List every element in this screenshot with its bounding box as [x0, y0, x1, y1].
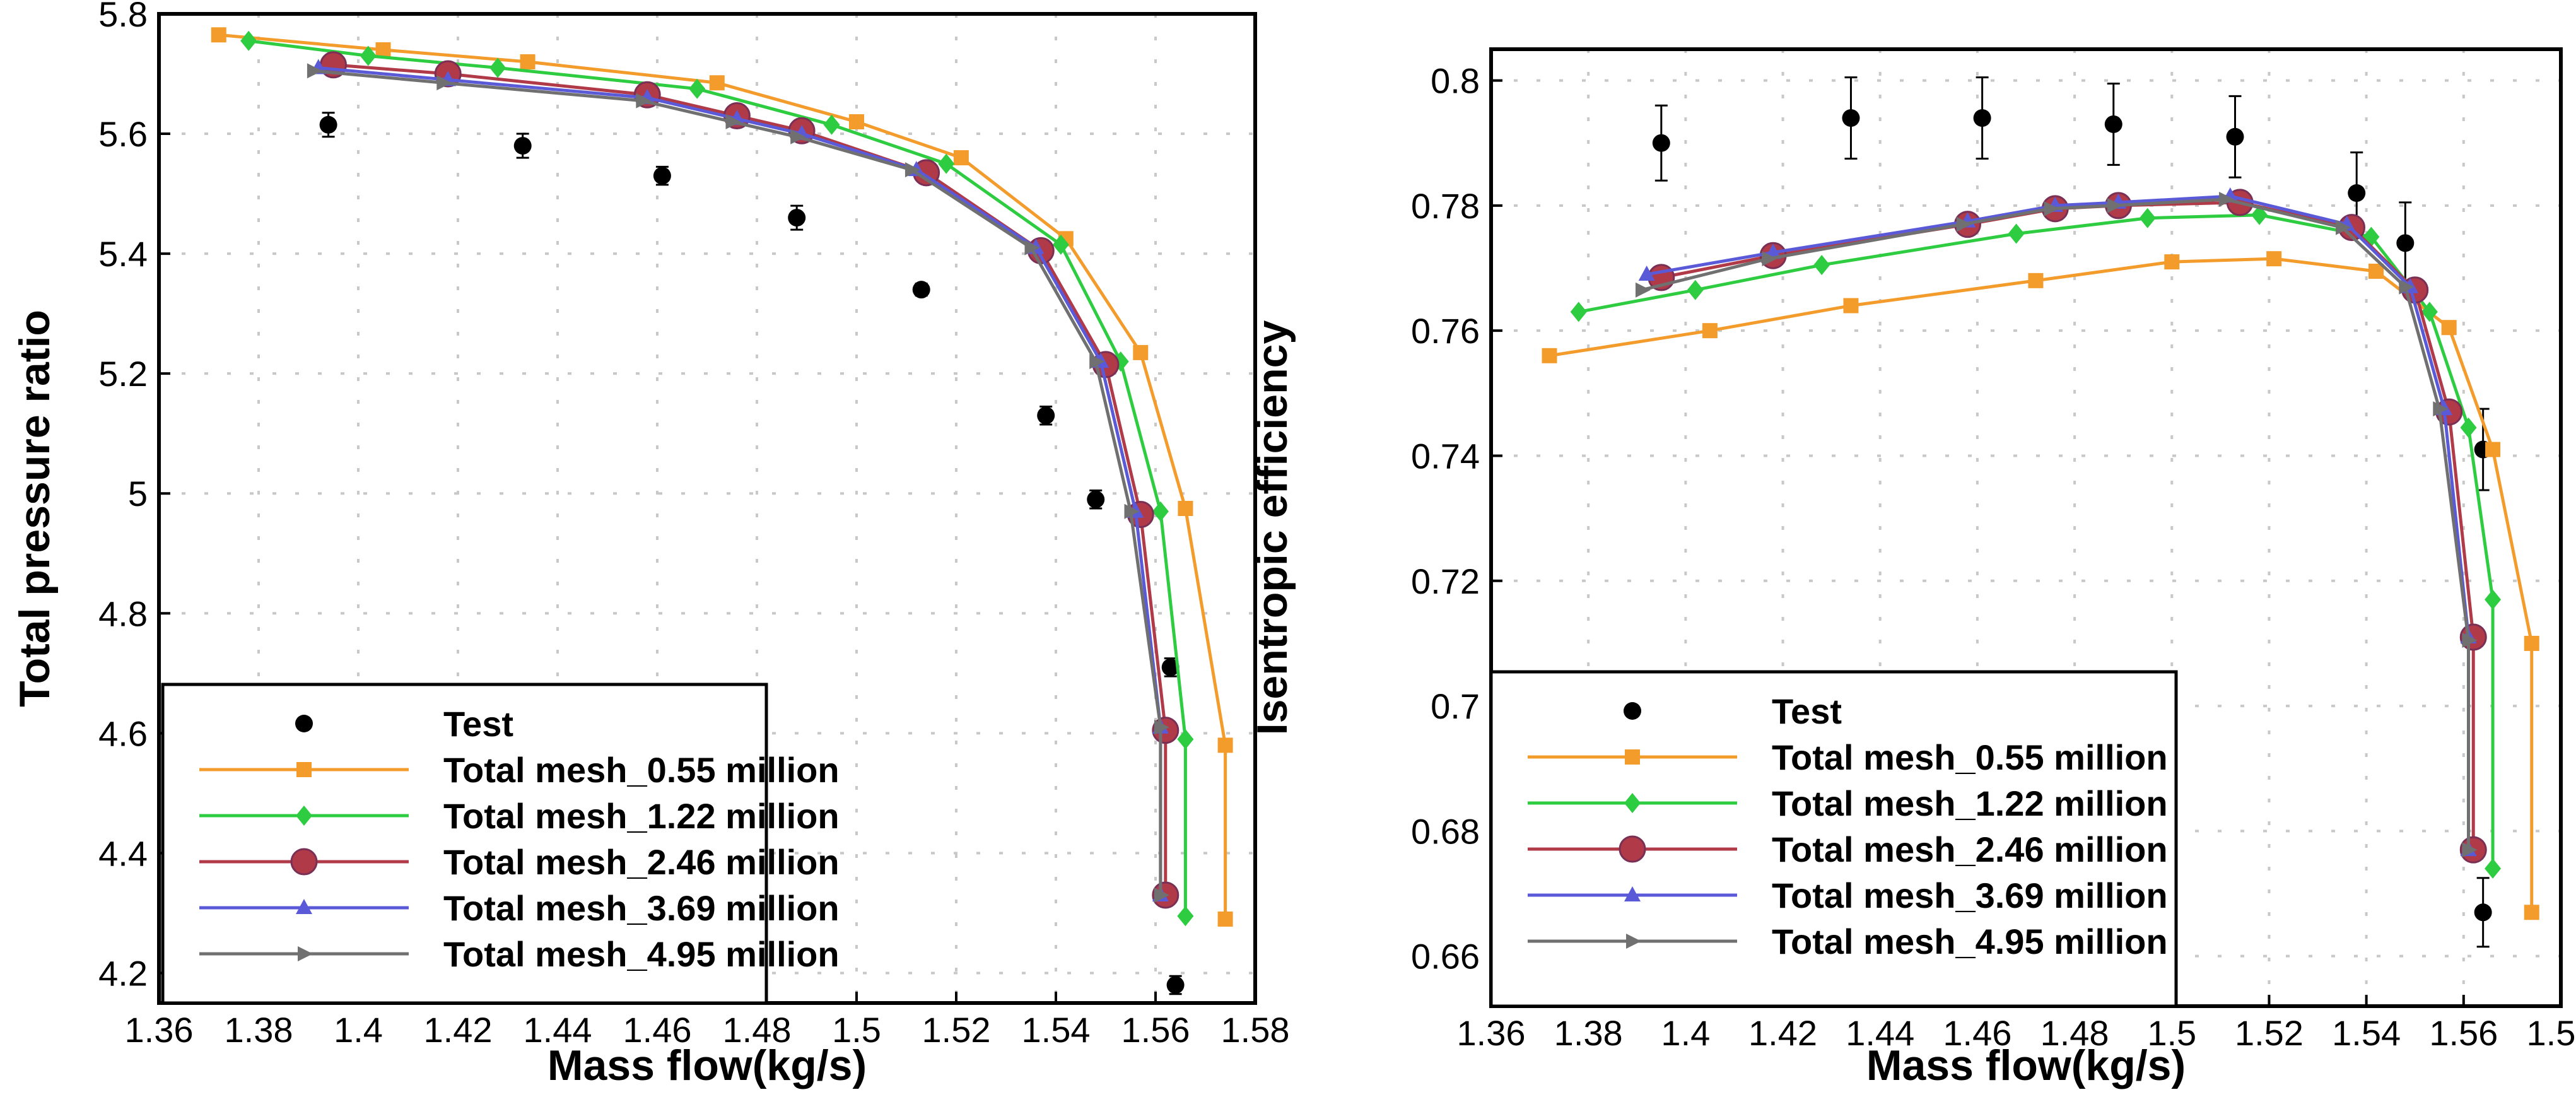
x-tick-label: 1.52 [922, 1010, 991, 1050]
data-point [520, 54, 536, 69]
x-tick-label: 1.38 [1554, 1013, 1623, 1053]
x-tick-label: 1.54 [2332, 1013, 2401, 1053]
data-point [2524, 636, 2539, 651]
legend-label: Total mesh_4.95 million [1772, 922, 2168, 961]
legend-label: Test [1772, 691, 1842, 731]
x-tick-label: 1.36 [1457, 1013, 1526, 1053]
x-tick-label: 1.56 [2429, 1013, 2498, 1053]
x-axis-label: Mass flow(kg/s) [1866, 1041, 2186, 1089]
data-point [1133, 345, 1148, 360]
legend-swatch-marker [1624, 702, 1641, 720]
legend-swatch-marker [291, 849, 317, 874]
y-tick-label: 5 [128, 474, 148, 513]
y-axis-label: Isentropic efficiency [1248, 320, 1296, 736]
data-point [1702, 323, 1718, 338]
data-point [653, 167, 671, 185]
data-point [913, 281, 930, 298]
data-point [1974, 109, 1991, 127]
legend-label: Total mesh_2.46 million [443, 842, 840, 882]
y-tick-label: 0.68 [1411, 811, 1480, 851]
data-point [1842, 109, 1859, 127]
x-tick-label: 1.42 [1748, 1013, 1817, 1053]
y-tick-label: 0.8 [1431, 61, 1480, 101]
data-point [954, 150, 969, 165]
legend-swatch-marker [296, 762, 312, 777]
y-axis-label: Total pressure ratio [11, 310, 59, 707]
data-point [2485, 442, 2500, 457]
data-point [211, 27, 226, 42]
y-tick-label: 5.2 [98, 354, 148, 394]
x-tick-label: 1.58 [2527, 1013, 2576, 1053]
data-point [2396, 234, 2414, 252]
y-tick-label: 0.74 [1411, 436, 1480, 476]
y-tick-label: 5.8 [98, 0, 148, 34]
data-point [788, 209, 805, 226]
data-point [2226, 128, 2244, 146]
y-tick-label: 0.72 [1411, 561, 1480, 601]
legend-label: Total mesh_3.69 million [443, 888, 840, 928]
x-tick-label: 1.4 [334, 1010, 383, 1050]
data-point [1167, 976, 1185, 994]
legend-swatch-marker [295, 715, 313, 732]
x-axis-label: Mass flow(kg/s) [547, 1041, 867, 1089]
y-tick-label: 0.7 [1431, 686, 1480, 726]
y-tick-label: 5.4 [98, 234, 148, 274]
data-point [1843, 298, 1858, 314]
x-tick-label: 1.38 [225, 1010, 293, 1050]
legend-label: Total mesh_4.95 million [443, 934, 840, 974]
data-point [320, 116, 337, 134]
x-tick-label: 1.4 [1661, 1013, 1710, 1053]
data-point [2266, 251, 2281, 266]
legend-label: Total mesh_2.46 million [1772, 830, 2168, 869]
legend-label: Test [443, 704, 513, 744]
x-tick-label: 1.52 [2235, 1013, 2304, 1053]
data-point [1653, 134, 1670, 152]
legend-label: Total mesh_0.55 million [443, 750, 840, 790]
legend-swatch-marker [1625, 749, 1640, 765]
legend: Test Total mesh_0.55 million Total mesh_1.… [1491, 672, 2176, 1006]
legend-label: Total mesh_1.22 million [443, 796, 840, 836]
y-tick-label: 5.6 [98, 114, 148, 154]
y-tick-label: 4.4 [98, 833, 148, 873]
data-point [2348, 184, 2365, 202]
legend: Test Total mesh_0.55 million Total mesh_1.… [163, 684, 840, 1003]
data-point [710, 75, 725, 90]
legend-label: Total mesh_1.22 million [1772, 783, 2168, 823]
x-tick-label: 1.54 [1022, 1010, 1091, 1050]
data-point [514, 137, 532, 155]
y-tick-label: 0.78 [1411, 186, 1480, 226]
data-point [849, 114, 864, 129]
y-tick-label: 4.8 [98, 594, 148, 633]
data-point [1037, 407, 1055, 425]
x-tick-label: 1.58 [1221, 1010, 1290, 1050]
data-point [2442, 320, 2457, 335]
x-tick-label: 1.56 [1121, 1010, 1190, 1050]
data-point [1218, 737, 1233, 753]
data-point [1542, 348, 1557, 363]
data-point [1218, 912, 1233, 927]
data-point [1178, 501, 1193, 516]
y-tick-label: 4.2 [98, 953, 148, 993]
legend-swatch-marker [1620, 836, 1645, 862]
y-tick-label: 4.6 [98, 713, 148, 753]
legend-label: Total mesh_0.55 million [1772, 737, 2168, 777]
data-point [2028, 273, 2043, 288]
y-tick-label: 0.66 [1411, 937, 1480, 977]
data-point [376, 42, 391, 57]
data-point [2164, 254, 2179, 269]
y-tick-label: 0.76 [1411, 311, 1480, 351]
data-point [2524, 905, 2539, 920]
data-point [2105, 115, 2122, 133]
data-point [1087, 491, 1104, 508]
x-tick-label: 1.42 [424, 1010, 493, 1050]
legend-label: Total mesh_3.69 million [1772, 876, 2168, 915]
x-tick-label: 1.36 [125, 1010, 194, 1050]
data-point [2474, 903, 2492, 921]
